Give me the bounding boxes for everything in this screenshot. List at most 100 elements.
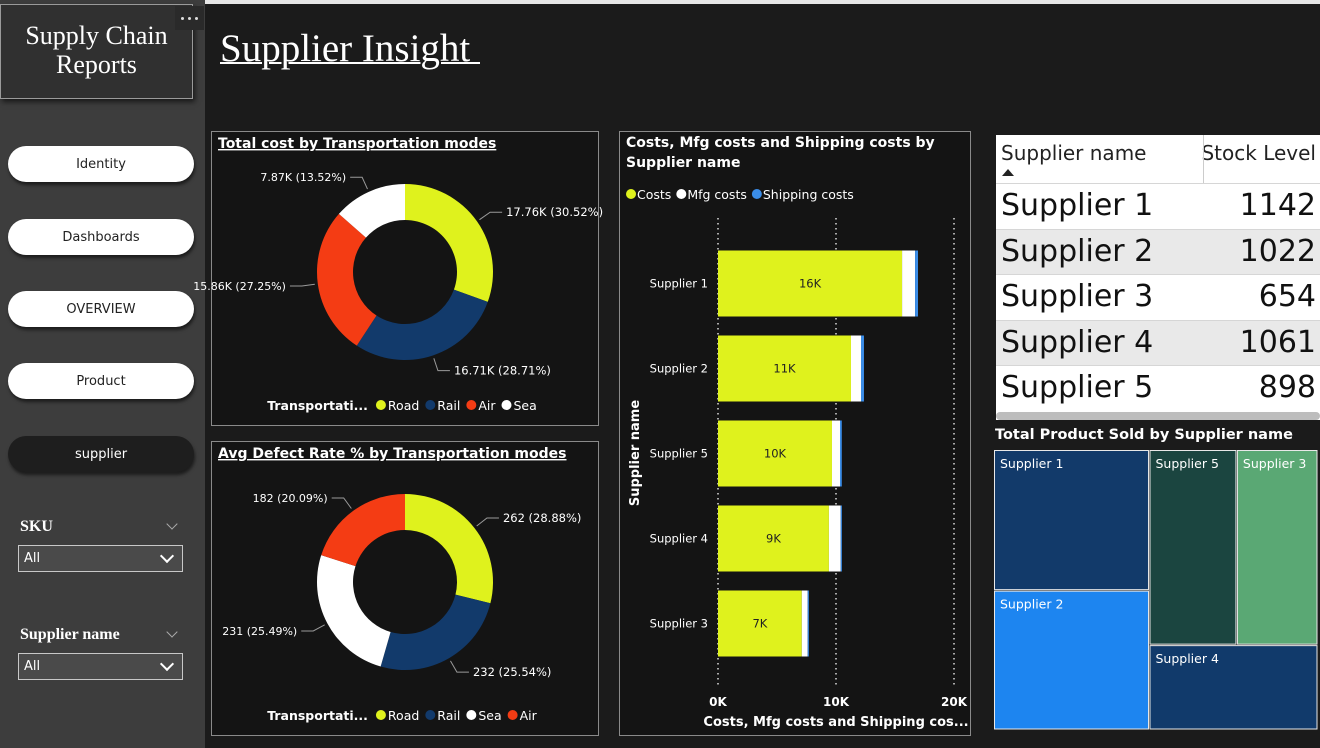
bar-segment	[861, 335, 864, 402]
leader-line	[476, 517, 499, 527]
data-label: 182 (20.09%)	[253, 492, 328, 505]
data-label: 11K	[773, 362, 796, 376]
legend-swatch	[676, 189, 687, 199]
legend-label: Sea	[514, 398, 537, 413]
leader-line	[301, 624, 325, 632]
legend-swatch	[425, 400, 436, 410]
bar-segment	[718, 335, 851, 402]
data-label: 16K	[799, 277, 822, 291]
legend-label: Air	[478, 398, 496, 413]
leader-line	[433, 358, 450, 372]
legend-swatch	[466, 400, 477, 410]
legend-label: Sea	[478, 708, 501, 723]
tile-label: Supplier 4	[1155, 651, 1218, 666]
data-label: 10K	[764, 447, 787, 461]
bar-segment	[831, 420, 841, 487]
legend-swatch	[375, 400, 386, 410]
slicer-value: All	[24, 551, 41, 566]
supplier-cell: Supplier 1	[1001, 188, 1154, 223]
legend-swatch	[375, 710, 386, 720]
supplier-cell: Supplier 4	[1001, 324, 1154, 360]
chart-title: Total Product Sold by Supplier name	[995, 427, 1293, 443]
data-label: 232 (25.54%)	[473, 665, 551, 679]
stock-cell: 1022	[1239, 233, 1316, 269]
bar-segment	[840, 420, 842, 487]
legend-label: Rail	[437, 708, 460, 723]
y-tick-label: Supplier 2	[650, 362, 708, 376]
nav-button[interactable]: Dashboards	[8, 219, 194, 255]
data-label: 15.86K (27.25%)	[193, 280, 286, 293]
bar-segment	[718, 590, 802, 657]
report-title: Supply Chain Reports	[0, 4, 193, 99]
tile-label: Supplier 5	[1155, 456, 1218, 471]
bar-segment	[807, 590, 809, 657]
leader-line	[479, 211, 503, 221]
donut-slice	[317, 213, 377, 346]
legend-swatch	[507, 710, 518, 720]
nav-button[interactable]: OVERVIEW	[8, 291, 194, 327]
bar-segment	[828, 505, 841, 572]
tile-label: Supplier 1	[1000, 456, 1063, 471]
legend-label: Road	[388, 398, 419, 413]
x-axis-label: Costs, Mfg costs and Shipping cos...	[703, 715, 968, 730]
nav-button[interactable]: Identity	[8, 146, 194, 182]
data-label: 7K	[752, 617, 767, 631]
supplier-cell: Supplier 5	[1001, 370, 1154, 406]
slicer-value: All	[24, 659, 41, 674]
treemap-tile	[994, 450, 1149, 591]
table-row: Supplier 2 1022	[996, 228, 1320, 275]
legend-swatch	[501, 400, 512, 410]
donut-slice	[317, 555, 391, 667]
stock-cell: 898	[1258, 370, 1316, 406]
card	[211, 441, 599, 736]
column-header: Supplier name	[1001, 141, 1147, 165]
card	[211, 131, 599, 426]
legend-swatch	[425, 710, 436, 720]
legend-label: Mfg costs	[687, 187, 747, 202]
chart-title: Costs, Mfg costs and Shipping costs by S…	[626, 135, 935, 171]
more-options[interactable]	[175, 6, 204, 30]
stock-cell: 1142	[1239, 188, 1316, 223]
donut-slice	[321, 494, 405, 567]
legend-label: Air	[520, 708, 538, 723]
sidebar: Supply Chain Reports Identity Dashboards…	[0, 0, 205, 748]
x-tick-label: 10K	[823, 695, 850, 709]
stock-cell: 654	[1258, 279, 1316, 315]
table-row: Supplier 5 898	[996, 365, 1320, 411]
treemap-tile	[1236, 450, 1318, 645]
y-tick-label: Supplier 3	[650, 617, 708, 631]
nav-button[interactable]: Product	[8, 363, 194, 399]
sort-indicator	[1002, 169, 1014, 176]
legend-label: Road	[388, 708, 419, 723]
top-strip	[205, 0, 1320, 4]
bar-segment	[718, 250, 903, 317]
donut-slice	[356, 289, 488, 360]
slicer-label: Supplier name	[20, 626, 120, 643]
slicer-label: SKU	[20, 518, 53, 535]
treemap-tile	[994, 590, 1149, 730]
bar-segment	[840, 505, 842, 572]
leader-line	[450, 660, 469, 673]
tile-label: Supplier 3	[1243, 456, 1306, 471]
slicer-dropdown[interactable]: All	[18, 653, 183, 680]
treemap-tile	[1149, 645, 1318, 730]
legend-swatch	[751, 189, 762, 199]
bar-segment	[718, 420, 832, 487]
column-header: Stock Level	[1201, 141, 1316, 165]
legend-title: Transportati...	[267, 708, 368, 723]
data-label: 262 (28.88%)	[503, 511, 581, 525]
nav-button[interactable]: supplier	[8, 436, 194, 472]
leader-line	[350, 176, 368, 190]
y-tick-label: Supplier 4	[650, 532, 708, 546]
donut-slice	[405, 184, 493, 302]
tile-label: Supplier 2	[1000, 597, 1063, 612]
column-divider	[1203, 135, 1204, 183]
supplier-cell: Supplier 2	[1001, 233, 1154, 269]
scrollbar	[996, 412, 1320, 420]
slicer-dropdown[interactable]: All	[18, 545, 183, 572]
stock-cell: 1061	[1239, 324, 1316, 360]
table-row: Supplier 4 1061	[996, 319, 1320, 366]
data-label: 17.76K (30.52%)	[506, 205, 603, 219]
